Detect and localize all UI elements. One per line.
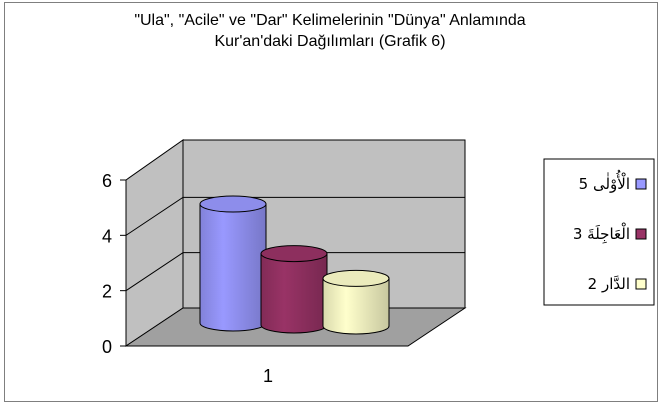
bar-cylinder-top — [322, 269, 390, 287]
plot-area: 0 2 4 6 1 — [102, 139, 467, 386]
legend-label: الْعَاجِلَةَ 3 — [573, 223, 630, 245]
y-tick-label: 0 — [102, 337, 112, 357]
chart-title: "Ula", "Acile" ve "Dar" Kelimelerinin "D… — [134, 12, 525, 50]
gridlines — [125, 196, 465, 292]
legend-label: الْأُوْلٰى 5 — [579, 170, 630, 193]
gridline — [125, 252, 465, 292]
bar-cylinder-top — [260, 245, 328, 263]
legend-item: الدَّار 2 — [588, 275, 647, 293]
legend-swatch — [635, 278, 647, 290]
bar-cylinder-top — [199, 195, 267, 213]
bar-cylinder-body — [199, 203, 267, 332]
chart-title-line-2: Kur'an'daki Dağılımları (Grafik 6) — [214, 33, 445, 50]
bar-cylinder-body — [260, 253, 328, 334]
x-tick-label: 1 — [263, 366, 273, 386]
legend-swatch — [635, 228, 647, 240]
bar-cylinder — [199, 195, 267, 332]
bar-cylinder-body — [322, 277, 390, 335]
bar-cylinder — [322, 269, 390, 335]
legend: الْأُوْلٰى 5 الْعَاجِلَةَ 3 الدَّار 2 — [543, 158, 655, 306]
y-axis: 0 2 4 6 — [102, 171, 127, 357]
gridline — [125, 196, 465, 236]
chart-title-line-1: "Ula", "Acile" ve "Dar" Kelimelerinin "D… — [134, 12, 525, 29]
y-tick-label: 4 — [102, 226, 112, 246]
bars — [199, 195, 390, 335]
legend-item: الْعَاجِلَةَ 3 — [573, 223, 647, 245]
legend-item: الْأُوْلٰى 5 — [579, 170, 647, 193]
legend-swatch — [635, 178, 647, 190]
y-tick-label: 6 — [102, 171, 112, 191]
bar-cylinder — [260, 245, 328, 334]
legend-label: الدَّار 2 — [588, 275, 630, 293]
y-tick-label: 2 — [102, 282, 112, 302]
